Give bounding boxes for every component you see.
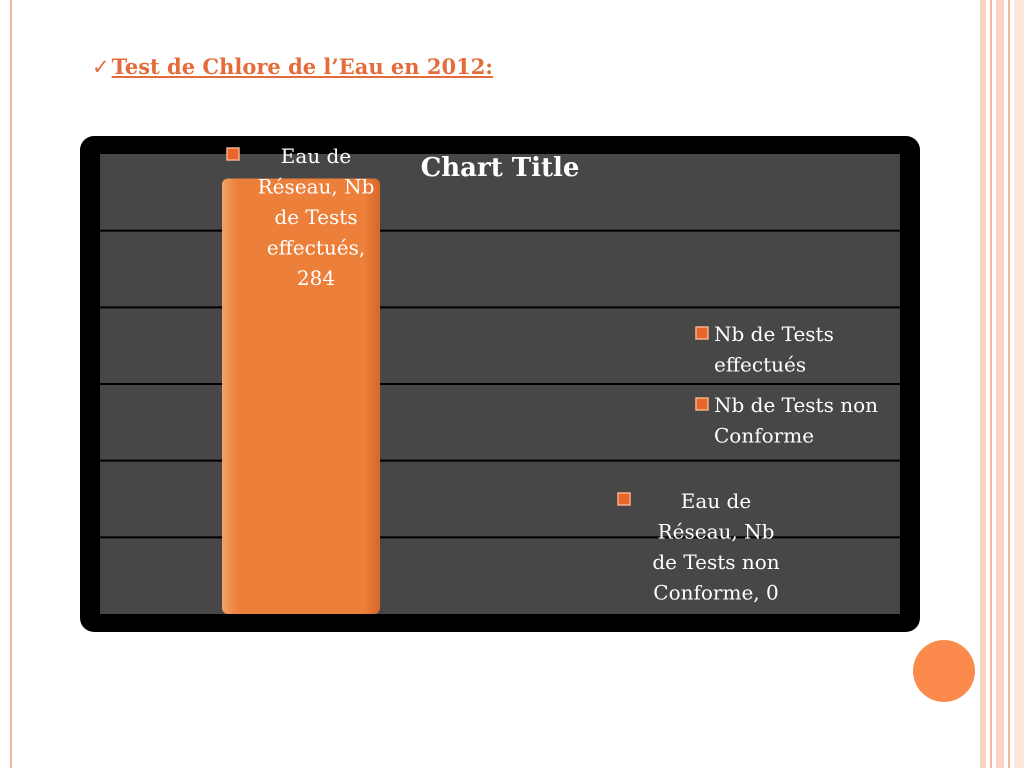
data-label-series-2: de Tests non bbox=[652, 550, 779, 574]
legend-entry-2: Nb de Tests non bbox=[714, 393, 878, 417]
legend-marker-icon bbox=[695, 326, 709, 340]
data-label-marker-icon bbox=[617, 492, 631, 506]
data-label-series-1: 284 bbox=[297, 266, 335, 290]
right-border-strip bbox=[980, 0, 986, 768]
data-label-series-1: Eau de bbox=[281, 144, 351, 168]
data-label-series-1: Réseau, Nb bbox=[258, 175, 375, 199]
legend-entry-2: Conforme bbox=[714, 424, 814, 448]
legend-entry-1: Nb de Tests bbox=[714, 322, 834, 346]
right-border-strip bbox=[996, 0, 1004, 768]
checkmark-icon: ✓ bbox=[92, 55, 110, 79]
data-label-series-2: Eau de bbox=[681, 489, 751, 513]
right-border-strip bbox=[1008, 0, 1010, 768]
bar-nb-tests-effectues bbox=[222, 178, 380, 615]
legend-marker-icon bbox=[695, 397, 709, 411]
data-label-series-1: de Tests bbox=[274, 205, 357, 229]
right-border-strip bbox=[990, 0, 992, 768]
data-label-series-1: effectués, bbox=[267, 236, 365, 260]
slide-heading: ✓Test de Chlore de l’Eau en 2012: bbox=[92, 54, 493, 79]
chart-title: Chart Title bbox=[421, 153, 580, 183]
decorative-circle bbox=[913, 640, 975, 702]
data-label-series-2: Réseau, Nb bbox=[658, 520, 775, 544]
data-label-marker-icon bbox=[226, 147, 240, 161]
data-label-series-2: Conforme, 0 bbox=[653, 581, 778, 605]
slide-heading-text: Test de Chlore de l’Eau en 2012: bbox=[111, 54, 494, 79]
legend-entry-1: effectués bbox=[714, 353, 806, 377]
left-border-line bbox=[10, 0, 12, 768]
right-border-strip bbox=[1014, 0, 1024, 768]
